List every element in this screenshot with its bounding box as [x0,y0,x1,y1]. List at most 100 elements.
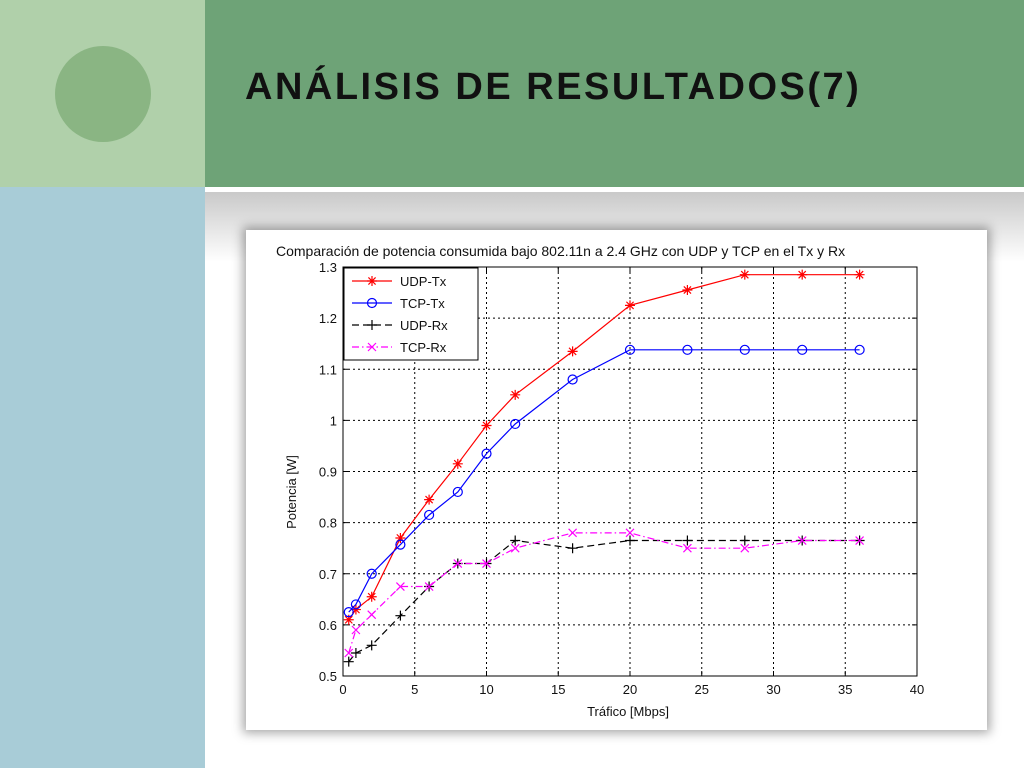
data-point-udp-tx [682,285,693,296]
data-point-tcp-tx [350,599,362,610]
marker-x [453,559,463,568]
data-point-udp-rx [366,640,377,651]
marker-asterisk [567,346,578,357]
marker-plus [395,610,406,621]
data-point-udp-rx [739,535,750,546]
legend-box [343,267,479,361]
marker-asterisk [343,614,354,625]
left-bottom-panel [0,187,205,768]
data-point-udp-rx [395,610,406,621]
y-tick-label: 0.9 [319,465,337,480]
y-tick-label: 0.5 [319,669,337,684]
marker-asterisk [366,591,377,602]
series-tcp-rx [344,528,865,658]
data-point-tcp-rx [510,543,520,553]
data-point-udp-tx [424,494,435,505]
marker-x [568,528,578,538]
chart-figure: Comparación de potencia consumida bajo 8… [246,230,987,730]
data-point-tcp-rx [344,648,354,658]
marker-circle [481,448,492,459]
data-point-udp-tx [625,300,635,311]
marker-circle [366,568,377,579]
line-chart: Comparación de potencia consumida bajo 8… [276,243,924,719]
marker-asterisk [854,269,865,280]
marker-asterisk [481,420,492,431]
data-point-udp-tx [343,614,354,625]
x-tick-label: 20 [623,682,637,697]
marker-circle [624,344,636,355]
marker-plus [625,535,635,546]
marker-x [367,610,377,620]
marker-circle [510,418,521,430]
marker-x [344,648,354,658]
marker-circle [424,509,435,521]
marker-plus [682,535,693,546]
data-point-udp-tx [481,420,492,431]
data-point-tcp-rx [797,536,807,545]
legend-label-udp-tx: UDP-Tx [400,274,447,289]
data-point-tcp-tx [424,509,435,521]
y-axis-label: Potencia [W] [284,455,299,529]
y-tick-label: 1.3 [319,260,337,275]
data-point-tcp-tx [682,344,693,355]
y-tick-label: 0.8 [319,516,337,531]
data-point-tcp-rx [482,559,491,568]
x-tick-label: 35 [838,682,852,697]
marker-x [855,536,865,545]
x-tick-label: 15 [551,682,565,697]
series-line-tcp-tx [348,349,860,613]
x-tick-label: 25 [695,682,709,697]
data-point-udp-rx [350,647,361,658]
data-point-udp-tx [510,389,521,400]
data-point-tcp-rx [568,528,578,538]
marker-plus [366,640,377,651]
marker-plus [350,647,361,658]
marker-circle [797,344,808,355]
marker-circle [366,297,378,309]
marker-asterisk [682,285,693,296]
legend-label-tcp-rx: TCP-Rx [400,340,447,355]
data-point-tcp-rx [395,582,405,591]
data-point-udp-rx [343,656,354,667]
marker-plus [567,543,578,554]
series-udp-rx [343,535,865,667]
marker-x [424,582,434,591]
legend: UDP-Tx TCP-Tx UDP-Rx TCP-Rx [343,267,479,361]
data-point-udp-tx [452,458,463,469]
marker-circle [682,344,693,355]
x-tick-label: 5 [411,682,418,697]
data-point-tcp-tx [797,344,808,355]
series-line-udp-tx [348,274,860,621]
data-point-tcp-tx [452,486,463,498]
data-point-udp-rx [682,535,693,546]
marker-x [797,536,807,545]
x-tick-label: 10 [479,682,493,697]
data-point-udp-tx [567,346,578,357]
header-band [205,0,1024,187]
marker-x [682,543,692,553]
marker-x [510,543,520,553]
marker-x [395,582,405,591]
y-tick-label: 1.1 [319,362,337,377]
series-tcp-tx [343,344,865,618]
data-point-udp-rx [625,535,635,546]
data-point-udp-rx [510,535,521,546]
x-tick-label: 0 [339,682,346,697]
data-point-tcp-tx [624,344,636,355]
data-point-tcp-tx [854,344,865,355]
marker-asterisk [367,276,377,286]
y-tick-label: 0.7 [319,567,337,582]
marker-x [740,543,750,553]
data-point-tcp-rx [424,582,434,591]
marker-plus [367,320,377,330]
marker-circle [854,344,865,355]
marker-plus [343,656,354,667]
data-point-tcp-rx [682,543,692,553]
left-top-panel [0,0,205,187]
legend-label-tcp-tx: TCP-Tx [400,296,445,311]
marker-x [625,528,635,538]
legend-marker-udp-tx [367,276,377,286]
data-point-tcp-tx [395,539,406,550]
data-point-tcp-rx [855,536,865,545]
data-point-udp-tx [854,269,865,280]
